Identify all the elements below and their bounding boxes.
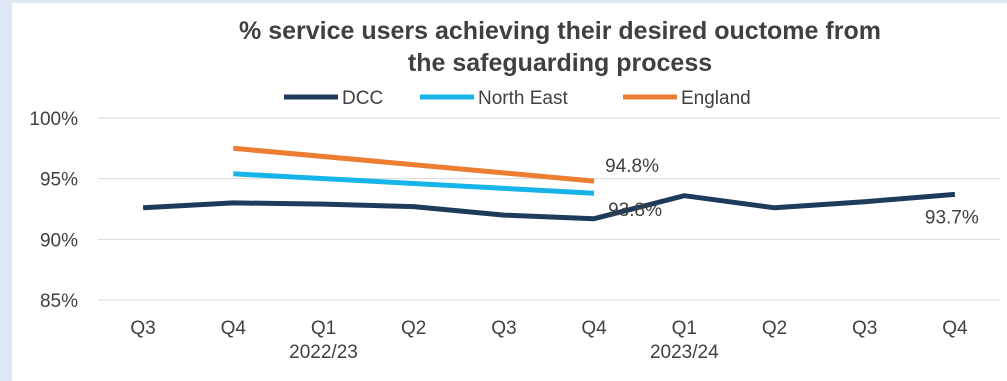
y-tick-label: 95% bbox=[40, 170, 78, 191]
line-chart: % service users achieving their desired … bbox=[29, 17, 1000, 363]
y-tick-label: 100% bbox=[29, 109, 78, 130]
series-line-dcc bbox=[142, 191, 956, 222]
x-tick-label: Q1 bbox=[672, 318, 697, 339]
y-tick-label: 85% bbox=[40, 291, 78, 312]
x-tick-label: Q2 bbox=[762, 318, 787, 339]
chart-title-line-2: the safeguarding process bbox=[408, 49, 712, 77]
data-label: 93.7% bbox=[925, 207, 979, 228]
x-tick-label: Q3 bbox=[491, 318, 516, 339]
y-tick-label: 90% bbox=[40, 230, 78, 251]
x-tick-label: Q4 bbox=[581, 318, 607, 339]
series-line-north-east bbox=[233, 171, 595, 196]
x-tick-label: Q2 bbox=[401, 318, 426, 339]
gridlines bbox=[98, 117, 1000, 301]
x-tick-label: Q3 bbox=[130, 318, 155, 339]
data-label: 93.8% bbox=[608, 200, 662, 221]
series-line-england bbox=[233, 145, 595, 184]
x-group-label: 2022/23 bbox=[289, 342, 358, 363]
legend-label: England bbox=[681, 88, 751, 109]
x-axis: Q3 Q4 Q1 Q2 Q3 Q4 Q1 Q2 Q3 Q4 2022/23 2023/24 bbox=[130, 318, 968, 363]
legend-label: DCC bbox=[342, 88, 383, 109]
legend: DCC North East England bbox=[284, 88, 751, 109]
plot-area: 93.7% 93.8% 94.8% bbox=[142, 145, 979, 228]
y-axis: 85% 90% 95% 100% bbox=[29, 109, 78, 312]
x-tick-label: Q3 bbox=[852, 318, 877, 339]
x-tick-label: Q1 bbox=[311, 318, 336, 339]
data-label: 94.8% bbox=[605, 156, 659, 177]
legend-label: North East bbox=[478, 88, 568, 109]
x-tick-label: Q4 bbox=[942, 318, 968, 339]
chart-panel: % service users achieving their desired … bbox=[12, 3, 1007, 381]
chart-title-line-1: % service users achieving their desired … bbox=[239, 17, 881, 45]
x-tick-label: Q4 bbox=[221, 318, 247, 339]
x-group-label: 2023/24 bbox=[650, 342, 719, 363]
